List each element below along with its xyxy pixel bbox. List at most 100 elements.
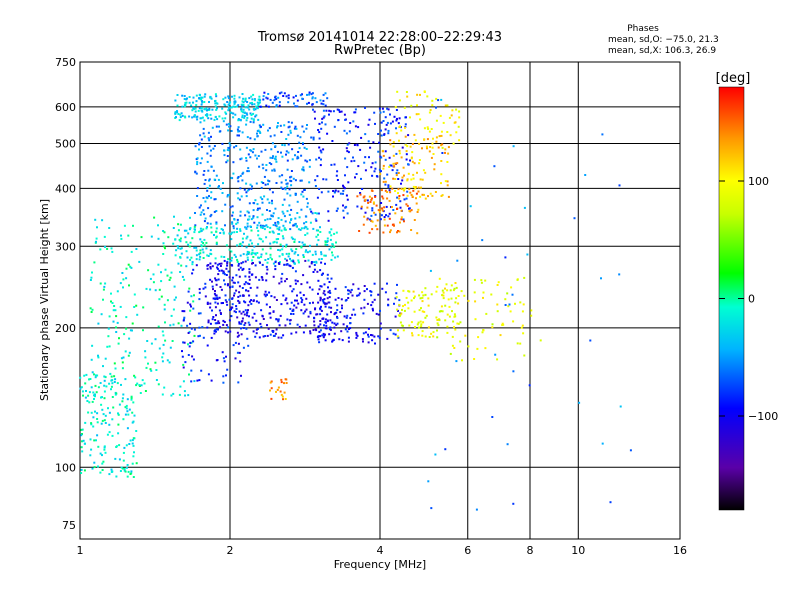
data-point: [303, 227, 306, 230]
data-point: [328, 306, 331, 309]
data-point: [287, 97, 290, 100]
data-point: [601, 133, 604, 136]
data-point: [189, 216, 191, 219]
data-point: [398, 230, 401, 233]
data-point: [254, 108, 257, 111]
data-point: [409, 145, 412, 148]
data-point: [93, 261, 96, 264]
data-point: [208, 101, 210, 103]
data-point: [407, 134, 410, 137]
data-point: [177, 322, 180, 325]
data-point: [130, 397, 133, 399]
data-point: [227, 146, 230, 149]
data-point: [297, 302, 300, 305]
data-point: [441, 194, 444, 197]
data-point: [382, 154, 385, 157]
data-point: [190, 369, 193, 372]
data-point: [306, 281, 309, 284]
data-point: [236, 177, 239, 180]
data-point: [269, 242, 272, 245]
data-point: [336, 179, 339, 181]
data-point: [287, 94, 290, 97]
data-point: [177, 247, 180, 250]
data-point: [318, 258, 321, 261]
data-point: [270, 387, 273, 390]
x-tick-label: 4: [377, 544, 384, 557]
data-point: [200, 99, 203, 102]
data-point: [282, 245, 284, 248]
data-point: [191, 355, 194, 358]
data-point: [251, 101, 253, 104]
data-point: [248, 283, 251, 285]
data-point: [198, 291, 201, 294]
data-point: [395, 127, 397, 130]
data-point: [422, 294, 425, 297]
data-point: [326, 313, 329, 316]
data-point: [201, 96, 204, 99]
data-point: [132, 420, 135, 423]
data-point: [398, 197, 401, 200]
data-point: [332, 338, 335, 341]
data-point: [291, 250, 294, 253]
data-point: [132, 224, 134, 227]
data-point: [274, 261, 277, 264]
data-point: [247, 167, 250, 170]
data-point: [371, 190, 374, 192]
data-point: [233, 146, 236, 149]
data-point: [228, 319, 231, 322]
data-point: [226, 155, 229, 157]
data-point: [522, 303, 525, 306]
data-point: [162, 230, 165, 232]
data-point: [192, 268, 195, 271]
data-point: [298, 325, 301, 328]
data-point: [356, 143, 359, 146]
data-point: [395, 132, 398, 135]
data-point: [150, 369, 153, 372]
data-point: [318, 188, 321, 190]
data-point: [93, 439, 96, 442]
data-point: [416, 93, 419, 96]
data-point: [245, 195, 248, 198]
data-point: [306, 227, 309, 230]
data-point: [440, 144, 443, 147]
data-point: [413, 162, 416, 165]
data-point: [363, 285, 366, 287]
data-point: [240, 320, 243, 323]
data-point: [135, 430, 138, 432]
data-point: [428, 130, 431, 133]
data-point: [281, 155, 284, 158]
data-point: [328, 328, 331, 331]
data-point: [229, 309, 231, 311]
data-point: [277, 249, 280, 251]
data-point: [245, 182, 248, 185]
data-point: [322, 93, 325, 96]
data-point: [239, 158, 242, 161]
data-point: [319, 299, 322, 302]
data-point: [247, 218, 250, 221]
data-point: [252, 121, 255, 124]
data-point: [269, 381, 272, 384]
data-point: [173, 285, 176, 288]
data-point: [217, 278, 220, 281]
data-point: [270, 295, 273, 298]
data-point: [299, 94, 302, 97]
data-point: [371, 162, 374, 165]
data-point: [327, 301, 330, 304]
data-point: [455, 108, 458, 111]
data-point: [328, 231, 331, 234]
data-point: [144, 356, 147, 359]
data-point: [126, 410, 129, 413]
data-point: [239, 360, 242, 363]
data-point: [325, 178, 328, 181]
data-point: [161, 360, 164, 363]
data-point: [266, 198, 269, 201]
data-point: [245, 246, 248, 249]
data-point: [256, 224, 259, 227]
data-point: [109, 372, 112, 375]
data-point: [331, 140, 334, 142]
y-tick-label: 100: [55, 461, 76, 474]
data-point: [229, 206, 232, 209]
data-point: [177, 229, 180, 232]
data-point: [431, 146, 434, 149]
data-point: [193, 334, 196, 337]
